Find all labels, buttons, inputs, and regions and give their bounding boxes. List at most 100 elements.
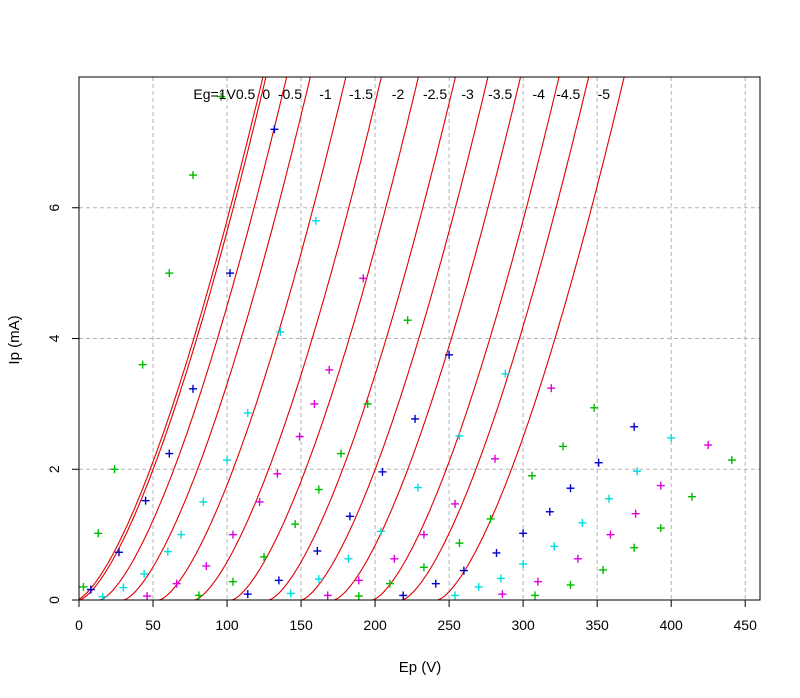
curve-label: -3.5 [488, 86, 512, 102]
data-point [566, 484, 575, 493]
data-point [403, 316, 412, 325]
curve-label: Eg=1V [193, 86, 236, 102]
curve-label: 0 [262, 86, 270, 102]
data-point [228, 577, 237, 586]
data-point [451, 499, 460, 508]
y-tick-label: 6 [46, 204, 62, 212]
data-point [226, 269, 235, 278]
data-point [630, 422, 639, 431]
data-point [325, 365, 334, 374]
data-point [378, 467, 387, 476]
data-point [177, 530, 186, 539]
data-point [604, 494, 613, 503]
data-point [310, 399, 319, 408]
x-axis: 0 50 100 150 200 250 300 350 400 450 [75, 600, 757, 633]
data-point [345, 512, 354, 521]
x-tick-label: 450 [734, 617, 758, 633]
curve-eg--1.5 [79, 77, 382, 600]
curve-eg-0 [79, 77, 288, 600]
data-point [578, 518, 587, 527]
data-point [631, 509, 640, 518]
data-point [390, 554, 399, 563]
curve-eg--1 [79, 77, 347, 600]
curve-label: -4.5 [556, 86, 580, 102]
data-point [119, 583, 128, 592]
data-point [451, 591, 460, 600]
data-point [165, 269, 174, 278]
curve-eg--5 [79, 77, 625, 600]
data-point [363, 399, 372, 408]
x-tick-label: 50 [145, 617, 161, 633]
data-point [141, 496, 150, 505]
data-point [143, 592, 152, 600]
data-point [311, 216, 320, 225]
curve-eg--2 [79, 77, 419, 600]
data-point [399, 591, 408, 600]
data-point [291, 520, 300, 529]
data-point [492, 548, 501, 557]
y-axis: 0 2 4 6 [46, 204, 79, 604]
data-point [274, 576, 283, 585]
data-point [286, 589, 295, 598]
data-point [202, 562, 211, 571]
curve-label: -3 [461, 86, 474, 102]
data-point [459, 566, 468, 575]
y-tick-label: 4 [46, 334, 62, 342]
data-point [547, 384, 556, 393]
data-point [667, 433, 676, 442]
data-point [172, 579, 181, 588]
data-point [630, 543, 639, 552]
data-point [323, 591, 332, 600]
data-point [94, 529, 103, 538]
curve-labels: Eg=1V 0.5 0 -0.5 -1 -1.5 -2 -2.5 -3 -3.5 -4 -4.5 -5 [193, 86, 610, 102]
data-point [260, 552, 269, 561]
data-point [228, 530, 237, 539]
data-point [656, 481, 665, 490]
data-point [545, 507, 554, 516]
curve-label: -0.5 [278, 86, 302, 102]
data-point [573, 554, 582, 563]
data-point [314, 485, 323, 494]
x-tick-label: 100 [215, 617, 239, 633]
data-point [445, 350, 454, 359]
data-point [704, 441, 713, 450]
curve-label: -2.5 [423, 86, 447, 102]
x-tick-label: 150 [289, 617, 313, 633]
curve-eg-Eg=1V [79, 77, 264, 600]
data-point [273, 469, 282, 478]
data-point [344, 554, 353, 563]
grid [79, 77, 760, 600]
data-point [474, 582, 483, 591]
x-tick-label: 200 [363, 617, 387, 633]
data-point [313, 546, 322, 555]
data-point [354, 576, 363, 585]
data-point [138, 360, 147, 369]
data-point [519, 529, 528, 538]
data-point [559, 442, 568, 451]
data-point [455, 431, 464, 440]
data-point [243, 409, 252, 418]
y-tick-label: 2 [46, 465, 62, 473]
data-point [354, 592, 363, 600]
x-axis-label: Ep (V) [399, 659, 442, 676]
data-point [295, 432, 304, 441]
y-axis-label: Ip (mA) [6, 315, 23, 364]
curve-eg--3.5 [79, 77, 522, 600]
curve-eg--4.5 [79, 77, 590, 600]
data-point [491, 454, 500, 463]
data-point [656, 524, 665, 533]
data-point [533, 577, 542, 586]
measured-points [79, 92, 736, 600]
plot-frame [78, 76, 761, 601]
curve-label: -1 [319, 86, 332, 102]
data-point [727, 456, 736, 465]
data-point [594, 458, 603, 467]
data-point [414, 483, 423, 492]
curves [79, 77, 625, 600]
data-point [606, 530, 615, 539]
data-point [163, 547, 172, 556]
data-point [243, 590, 252, 599]
data-point [199, 497, 208, 506]
data-point [255, 497, 264, 506]
data-point [498, 590, 507, 599]
